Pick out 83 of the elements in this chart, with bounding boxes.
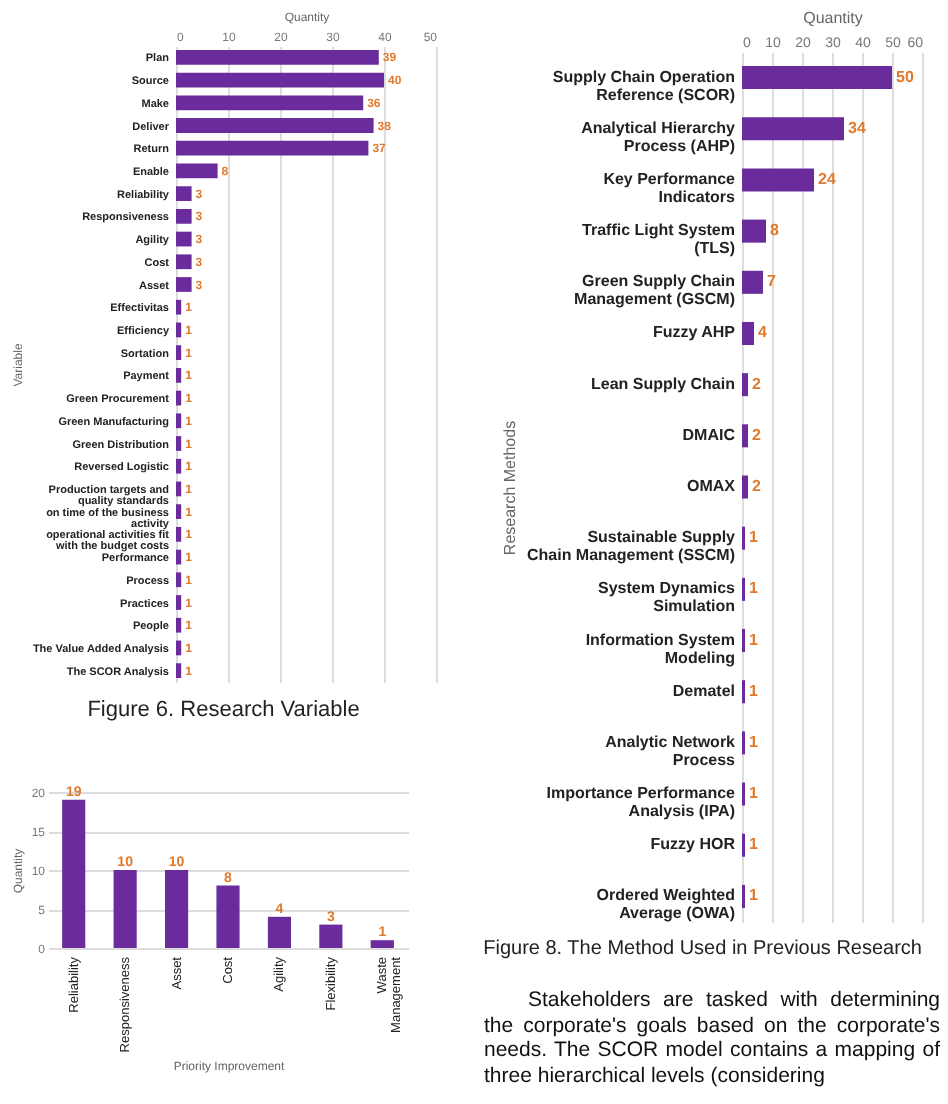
y-tick-label: Ordered Weighted Average (OWA) bbox=[596, 886, 736, 923]
bar bbox=[742, 424, 748, 448]
bar bbox=[165, 870, 189, 948]
data-label: 1 bbox=[749, 681, 759, 700]
bar bbox=[176, 663, 182, 679]
y-tick-label: Analytic Network Process bbox=[605, 732, 737, 769]
bar bbox=[176, 322, 182, 338]
bar bbox=[176, 49, 379, 65]
bar bbox=[176, 436, 182, 451]
data-label: 8 bbox=[770, 221, 780, 240]
bar bbox=[62, 799, 86, 948]
bar bbox=[176, 504, 182, 520]
y-tick-label: Lean Supply Chain bbox=[590, 374, 736, 393]
data-label: 4 bbox=[758, 323, 768, 342]
bar bbox=[176, 163, 218, 179]
data-label: 1 bbox=[749, 630, 759, 649]
bar bbox=[176, 72, 384, 88]
bar bbox=[176, 231, 192, 247]
y-tick-label: Traffic Light System (TLS) bbox=[582, 221, 736, 258]
bar bbox=[176, 413, 182, 429]
bar bbox=[176, 617, 182, 633]
bar bbox=[176, 254, 192, 270]
y-tick-label: Fuzzy HOR bbox=[650, 835, 736, 854]
data-label: 2 bbox=[752, 477, 762, 495]
bar bbox=[176, 118, 374, 133]
bar bbox=[742, 373, 748, 397]
bar bbox=[370, 940, 394, 948]
data-label: 24 bbox=[818, 169, 837, 188]
bar bbox=[176, 549, 182, 565]
bar bbox=[176, 186, 192, 202]
bar bbox=[742, 321, 754, 345]
data-label: 2 bbox=[752, 425, 762, 444]
bar bbox=[176, 481, 182, 497]
bar bbox=[176, 345, 182, 361]
y-tick-label: Key Performance Indicators bbox=[603, 169, 737, 206]
data-label: 7 bbox=[767, 272, 777, 291]
bar bbox=[176, 277, 192, 292]
bar bbox=[176, 458, 182, 474]
data-label: 1 bbox=[749, 784, 759, 803]
bar bbox=[742, 66, 892, 90]
y-tick-label: Sustainable Supply Chain Management (SSCM) bbox=[526, 528, 737, 565]
bar bbox=[176, 367, 182, 383]
bar bbox=[267, 916, 291, 948]
bar bbox=[216, 885, 240, 948]
y-tick-label: OMAX bbox=[687, 477, 737, 495]
bar bbox=[176, 595, 182, 610]
data-label: 1 bbox=[749, 579, 759, 598]
data-label: 2 bbox=[752, 374, 762, 393]
y-tick-label: Dematel bbox=[672, 681, 735, 700]
bar bbox=[176, 390, 182, 406]
bar bbox=[176, 95, 364, 111]
y-tick-label: Analytical Hierarchy Process (AHP) bbox=[581, 118, 737, 155]
data-label: 1 bbox=[749, 732, 759, 751]
data-label: 50 bbox=[896, 67, 915, 86]
text: Figure 8. The Method Used in Previous Research bbox=[483, 938, 922, 960]
y-tick-label: Green Supply Chain Management (GSCM) bbox=[574, 272, 736, 309]
bar bbox=[742, 270, 763, 294]
data-label: 1 bbox=[749, 835, 759, 854]
bar bbox=[176, 208, 192, 224]
data-label: 34 bbox=[848, 118, 867, 137]
bar bbox=[176, 572, 182, 588]
bar bbox=[176, 526, 182, 542]
bar bbox=[742, 475, 748, 499]
x-axis-title: Quantity bbox=[803, 9, 863, 27]
y-tick-label: Information System Modeling bbox=[585, 630, 736, 667]
y-axis-title: Research Methods bbox=[500, 420, 519, 556]
bar bbox=[319, 924, 343, 948]
bar bbox=[742, 219, 766, 243]
y-tick-label: Fuzzy AHP bbox=[652, 323, 737, 342]
bar bbox=[742, 117, 844, 141]
y-tick-label: Supply Chain Operation Reference (SCOR) bbox=[552, 67, 736, 104]
y-tick-label: Importance Performance Analysis (IPA) bbox=[546, 784, 737, 821]
data-label: 1 bbox=[749, 886, 759, 905]
y-tick-label: System Dynamics Simulation bbox=[598, 579, 737, 616]
bar bbox=[113, 870, 137, 948]
bar bbox=[176, 299, 182, 315]
bar bbox=[742, 168, 814, 192]
bar bbox=[176, 140, 369, 156]
y-tick-label: DMAIC bbox=[682, 425, 736, 444]
data-label: 1 bbox=[749, 528, 759, 547]
text: Stakeholders are tasked with determining the corporate's goals based on the corporate's needs. The SCOR model contains a mapping of three hierarchical levels (considering bbox=[484, 988, 940, 1088]
text: Figure 6. Research Variable bbox=[87, 698, 360, 722]
bar bbox=[176, 640, 182, 656]
